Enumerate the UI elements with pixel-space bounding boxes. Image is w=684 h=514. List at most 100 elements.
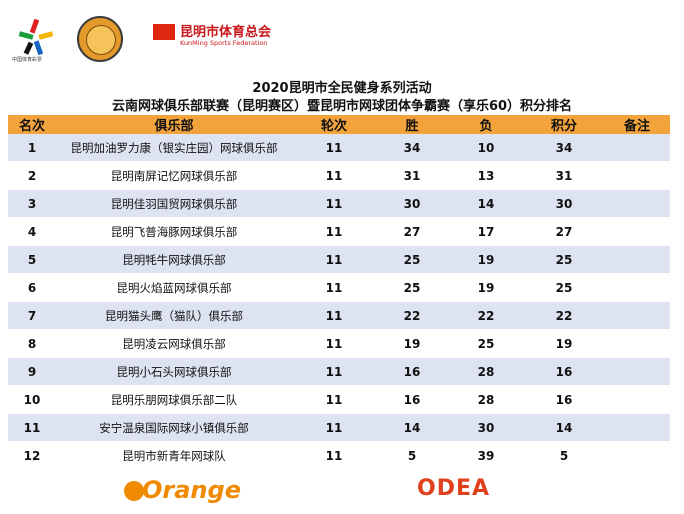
- cell-club: 昆明飞普海豚网球俱乐部: [56, 217, 292, 246]
- cell-note: [604, 134, 670, 162]
- cell-losses: 10: [448, 134, 524, 162]
- header-rounds: 轮次: [292, 115, 376, 134]
- header-club: 俱乐部: [56, 115, 292, 134]
- cell-wins: 14: [376, 413, 448, 442]
- cell-rank: 5: [8, 245, 56, 274]
- cell-club: 昆明火焰蓝网球俱乐部: [56, 273, 292, 302]
- cell-club: 昆明凌云网球俱乐部: [56, 329, 292, 358]
- ranking-table: 名次 俱乐部 轮次 胜 负 积分 备注 1 昆明加油罗力康（银实庄园）网球俱乐部 1…: [8, 115, 670, 470]
- cell-wins: 31: [376, 161, 448, 190]
- cell-points: 16: [524, 385, 604, 414]
- cell-wins: 34: [376, 134, 448, 162]
- cell-rank: 8: [8, 329, 56, 358]
- cell-club: 昆明猫头鹰（猫队）俱乐部: [56, 301, 292, 330]
- table-row: 9 昆明小石头网球俱乐部 11 16 28 16: [8, 357, 670, 386]
- cell-wins: 30: [376, 189, 448, 218]
- cell-wins: 25: [376, 245, 448, 274]
- cell-wins: 22: [376, 301, 448, 330]
- cell-rank: 2: [8, 161, 56, 190]
- table-row: 2 昆明南屏记忆网球俱乐部 11 31 13 31: [8, 161, 670, 190]
- cell-rank: 9: [8, 357, 56, 386]
- tennis-association-badge: [77, 16, 123, 62]
- cell-points: 16: [524, 357, 604, 386]
- header-wins: 胜: [376, 115, 448, 134]
- cell-wins: 5: [376, 441, 448, 470]
- ranking-title: 云南网球俱乐部联赛（昆明赛区）暨昆明市网球团体争霸赛（享乐60）积分排名: [111, 99, 573, 114]
- cell-losses: 25: [448, 329, 524, 358]
- orange-ball-icon: [124, 481, 144, 501]
- cell-note: [604, 329, 670, 358]
- cell-losses: 17: [448, 217, 524, 246]
- cell-wins: 16: [376, 357, 448, 386]
- table-row: 4 昆明飞普海豚网球俱乐部 11 27 17 27: [8, 217, 670, 246]
- cell-club: 昆明乐朋网球俱乐部二队: [56, 385, 292, 414]
- cell-points: 27: [524, 217, 604, 246]
- cell-points: 25: [524, 273, 604, 302]
- flag-icon: [153, 24, 175, 40]
- cell-note: [604, 301, 670, 330]
- cell-points: 22: [524, 301, 604, 330]
- cell-losses: 39: [448, 441, 524, 470]
- table-header-row: 名次 俱乐部 轮次 胜 负 积分 备注: [8, 115, 670, 134]
- cell-losses: 19: [448, 273, 524, 302]
- cell-club: 昆明小石头网球俱乐部: [56, 357, 292, 386]
- orange-sponsor-logo: Orange: [124, 472, 241, 508]
- cell-losses: 28: [448, 357, 524, 386]
- cell-losses: 19: [448, 245, 524, 274]
- cell-note: [604, 441, 670, 470]
- cell-club: 昆明加油罗力康（银实庄园）网球俱乐部: [56, 134, 292, 162]
- cell-losses: 28: [448, 385, 524, 414]
- header-rank: 名次: [8, 115, 56, 134]
- table-row: 3 昆明佳羽国贸网球俱乐部 11 30 14 30: [8, 189, 670, 218]
- cell-rounds: 11: [292, 329, 376, 358]
- table-row: 10 昆明乐朋网球俱乐部二队 11 16 28 16: [8, 385, 670, 414]
- cell-rounds: 11: [292, 245, 376, 274]
- table-row: 12 昆明市新青年网球队 11 5 39 5: [8, 441, 670, 470]
- cell-rounds: 11: [292, 134, 376, 162]
- cell-wins: 25: [376, 273, 448, 302]
- cell-rank: 7: [8, 301, 56, 330]
- table-row: 8 昆明凌云网球俱乐部 11 19 25 19: [8, 329, 670, 358]
- cell-rank: 12: [8, 441, 56, 470]
- cell-rounds: 11: [292, 357, 376, 386]
- table-row: 7 昆明猫头鹰（猫队）俱乐部 11 22 22 22: [8, 301, 670, 330]
- federation-name-en: KunMing Sports Federation: [180, 39, 268, 47]
- cell-rounds: 11: [292, 161, 376, 190]
- cell-club: 昆明南屏记忆网球俱乐部: [56, 161, 292, 190]
- lottery-label: 中国体育彩票: [12, 57, 43, 63]
- cell-points: 30: [524, 189, 604, 218]
- cell-wins: 16: [376, 385, 448, 414]
- cell-points: 25: [524, 245, 604, 274]
- china-sports-lottery-logo: [18, 18, 54, 56]
- orange-sponsor-text: Orange: [142, 476, 241, 504]
- cell-note: [604, 273, 670, 302]
- cell-note: [604, 189, 670, 218]
- cell-note: [604, 245, 670, 274]
- header-note: 备注: [604, 115, 670, 134]
- cell-rank: 6: [8, 273, 56, 302]
- cell-note: [604, 385, 670, 414]
- cell-club: 昆明市新青年网球队: [56, 441, 292, 470]
- table-row: 5 昆明牦牛网球俱乐部 11 25 19 25: [8, 245, 670, 274]
- cell-losses: 30: [448, 413, 524, 442]
- federation-name: 昆明市体育总会: [180, 25, 272, 40]
- header-losses: 负: [448, 115, 524, 134]
- cell-note: [604, 357, 670, 386]
- odea-sponsor-logo: ODEA: [417, 476, 491, 501]
- cell-points: 34: [524, 134, 604, 162]
- cell-points: 19: [524, 329, 604, 358]
- table-row: 11 安宁温泉国际网球小镇俱乐部 11 14 30 14: [8, 413, 670, 442]
- cell-rank: 1: [8, 134, 56, 162]
- cell-note: [604, 161, 670, 190]
- cell-rounds: 11: [292, 273, 376, 302]
- table-row: 6 昆明火焰蓝网球俱乐部 11 25 19 25: [8, 273, 670, 302]
- event-title: 2020昆明市全民健身系列活动: [252, 81, 432, 96]
- table-row: 1 昆明加油罗力康（银实庄园）网球俱乐部 11 34 10 34: [8, 134, 670, 162]
- cell-losses: 22: [448, 301, 524, 330]
- cell-points: 5: [524, 441, 604, 470]
- header-points: 积分: [524, 115, 604, 134]
- cell-rank: 4: [8, 217, 56, 246]
- logo-bar: 中国体育彩票 昆明市体育总会 KunMing Sports Federation: [0, 0, 684, 70]
- cell-club: 昆明佳羽国贸网球俱乐部: [56, 189, 292, 218]
- cell-club: 昆明牦牛网球俱乐部: [56, 245, 292, 274]
